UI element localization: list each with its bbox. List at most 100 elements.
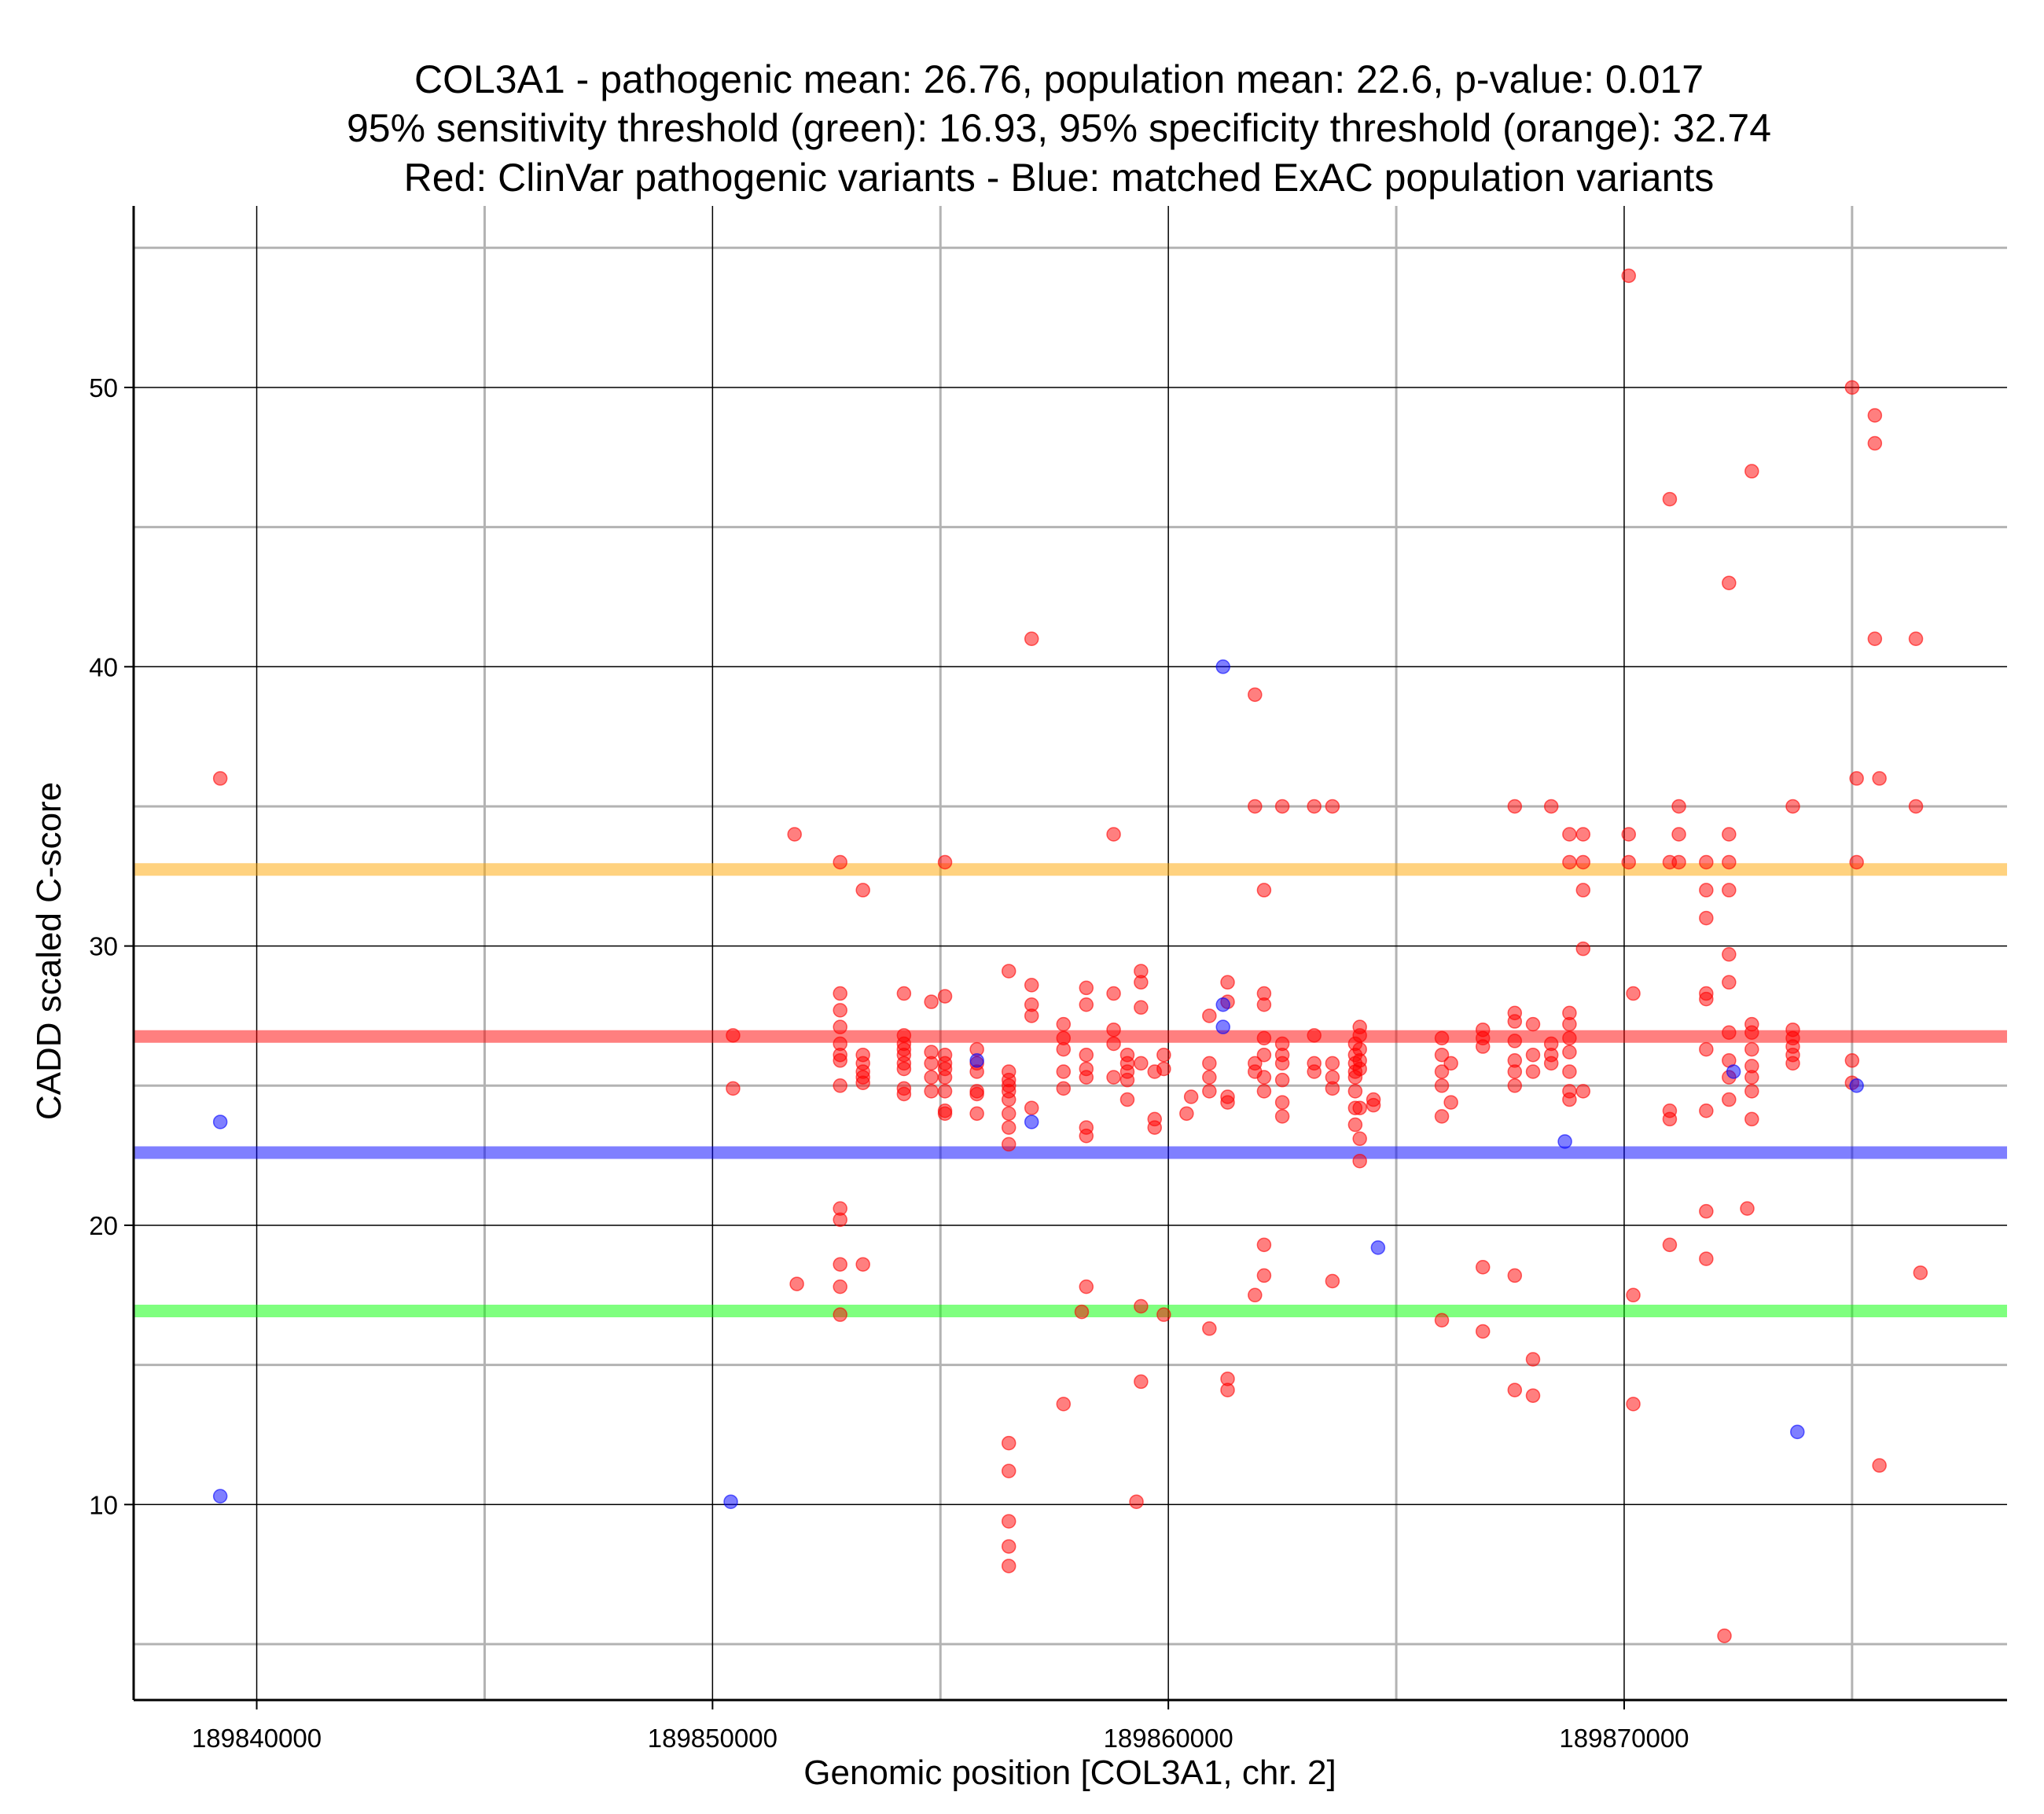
- pathogenic-point: [1106, 986, 1121, 1001]
- pathogenic-point: [855, 1257, 870, 1272]
- x-tick-label: 189870000: [1559, 1724, 1689, 1753]
- pathogenic-point: [1699, 1103, 1714, 1118]
- pathogenic-point: [1525, 1352, 1541, 1367]
- x-tick-label: 189850000: [648, 1724, 778, 1753]
- pathogenic-point: [1106, 1036, 1121, 1052]
- pathogenic-point: [1183, 1089, 1199, 1104]
- pathogenic-point: [1202, 1321, 1217, 1336]
- pathogenic-point: [1248, 799, 1263, 814]
- pathogenic-point: [1844, 380, 1860, 395]
- pathogenic-point: [1202, 1070, 1217, 1085]
- major-gridlines: [134, 206, 2007, 1700]
- pathogenic-point: [1256, 1047, 1272, 1063]
- pathogenic-point: [1525, 1388, 1541, 1403]
- pathogenic-point: [1056, 1064, 1072, 1079]
- pathogenic-point: [726, 1028, 741, 1043]
- pathogenic-point: [1001, 1514, 1016, 1529]
- population-point: [1215, 659, 1230, 674]
- pathogenic-point: [1722, 883, 1737, 898]
- pathogenic-point: [1024, 631, 1039, 647]
- pathogenic-point: [1106, 1022, 1121, 1037]
- pathogenic-point: [924, 994, 939, 1009]
- pathogenic-point: [1325, 1273, 1340, 1289]
- chart-title: COL3A1 - pathogenic mean: 26.76, populat…: [347, 57, 1771, 200]
- pathogenic-point: [924, 1056, 939, 1071]
- y-tick-label: 50: [89, 373, 118, 402]
- pathogenic-point: [1507, 799, 1523, 814]
- pathogenic-point: [1220, 975, 1235, 990]
- pathogenic-point: [1475, 1259, 1491, 1275]
- pathogenic-point: [1079, 997, 1094, 1012]
- pathogenic-point: [1256, 1070, 1272, 1085]
- pathogenic-point: [726, 1081, 741, 1096]
- pathogenic-point: [833, 1078, 847, 1093]
- pathogenic-point: [1699, 910, 1714, 926]
- pathogenic-point: [1307, 1028, 1322, 1043]
- pathogenic-point: [1256, 1237, 1272, 1253]
- pathogenic-point: [1908, 799, 1924, 814]
- pathogenic-point: [937, 1084, 953, 1099]
- pathogenic-point: [1575, 827, 1591, 842]
- pathogenic-point: [1562, 827, 1577, 842]
- pathogenic-point: [937, 854, 953, 870]
- y-tick-label: 30: [89, 932, 118, 961]
- pathogenic-point: [1575, 854, 1591, 870]
- pathogenic-point: [789, 1276, 804, 1291]
- pathogenic-point: [1722, 575, 1737, 590]
- pathogenic-point: [1347, 1084, 1363, 1099]
- pathogenic-point: [855, 883, 870, 898]
- pathogenic-point: [1179, 1106, 1194, 1122]
- pathogenic-point: [1256, 997, 1272, 1012]
- pathogenic-point: [1872, 771, 1887, 786]
- pathogenic-point: [1056, 1041, 1072, 1057]
- pathogenic-point: [1352, 1028, 1367, 1043]
- pathogenic-point: [1056, 1397, 1072, 1412]
- pathogenic-point: [1722, 947, 1737, 962]
- pathogenic-point: [1134, 1056, 1149, 1071]
- x-axis-title: Genomic position [COL3A1, chr. 2]: [803, 1753, 1336, 1792]
- pathogenic-point: [787, 827, 802, 842]
- pathogenic-point: [1156, 1047, 1171, 1063]
- population-point: [1370, 1240, 1386, 1255]
- pathogenic-point: [1744, 1111, 1759, 1127]
- pathogenic-point: [1722, 854, 1737, 870]
- pathogenic-point: [1119, 1072, 1135, 1088]
- pathogenic-point: [1434, 1109, 1450, 1124]
- pathogenic-point: [1844, 1053, 1860, 1068]
- pathogenic-point: [833, 1212, 847, 1228]
- pathogenic-point: [1079, 1047, 1094, 1063]
- pathogenic-point: [1001, 964, 1016, 979]
- pathogenic-point: [1256, 883, 1272, 898]
- pathogenic-point: [1699, 991, 1714, 1007]
- pathogenic-point: [855, 1075, 870, 1090]
- pathogenic-point: [1024, 1100, 1039, 1115]
- pathogenic-point: [1434, 1047, 1450, 1063]
- pathogenic-point: [896, 1086, 912, 1102]
- pathogenic-point: [1307, 1064, 1322, 1079]
- pathogenic-point: [1134, 1298, 1149, 1314]
- pathogenic-point: [1106, 827, 1121, 842]
- pathogenic-point: [833, 1279, 847, 1294]
- minor-gridlines: [134, 206, 2007, 1700]
- pathogenic-point: [212, 771, 228, 786]
- pathogenic-point: [1744, 1070, 1759, 1085]
- pathogenic-point: [1507, 1078, 1523, 1093]
- pathogenic-point: [1220, 1383, 1235, 1397]
- population-point: [969, 1053, 984, 1068]
- population-point: [1215, 997, 1230, 1012]
- x-axis-ticks: 189840000 189850000 189860000 189870000: [192, 1700, 1689, 1753]
- pathogenic-point: [896, 986, 912, 1001]
- pathogenic-point: [1248, 687, 1263, 703]
- pathogenic-point: [1621, 854, 1637, 870]
- y-axis-ticks: 10 20 30 40 50: [89, 373, 134, 1519]
- axes: [132, 206, 2007, 1702]
- pathogenic-point: [1621, 268, 1637, 284]
- pathogenic-point: [924, 1070, 939, 1085]
- pathogenic-point: [937, 989, 953, 1004]
- pathogenic-point: [924, 1084, 939, 1099]
- pathogenic-point: [1575, 1084, 1591, 1099]
- pathogenic-point: [833, 1257, 847, 1272]
- pathogenic-point: [1913, 1265, 1928, 1280]
